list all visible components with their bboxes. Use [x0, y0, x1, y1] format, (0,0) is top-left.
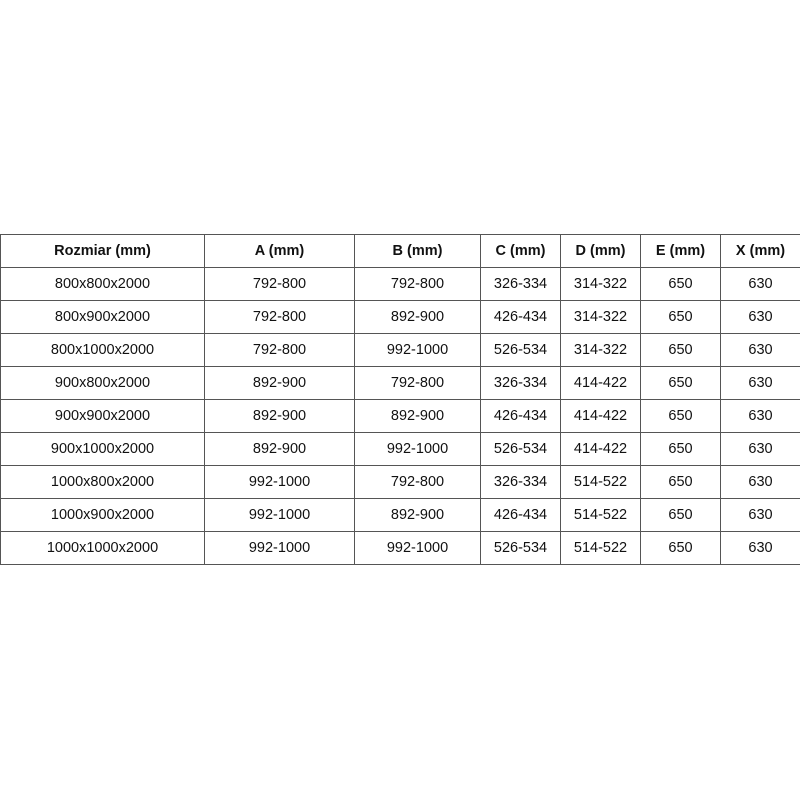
table-cell: 650 [640, 531, 721, 565]
table-row: 800x1000x2000 792-800 992-1000 526-534 314-3… [0, 333, 800, 367]
table-cell: 792-800 [354, 366, 481, 400]
table-cell: 526-534 [480, 333, 561, 367]
table-cell: 792-800 [204, 333, 355, 367]
table-cell: 1000x1000x2000 [0, 531, 205, 565]
table-cell: 630 [720, 300, 800, 334]
table-row: 1000x1000x2000 992-1000 992-1000 526-534 514… [0, 531, 800, 565]
table-row: 1000x900x2000 992-1000 892-900 426-434 514-5… [0, 498, 800, 532]
table-cell: 630 [720, 366, 800, 400]
table-cell: 892-900 [354, 300, 481, 334]
dimensions-table: Rozmiar (mm) A (mm) B (mm) C (mm) D (mm) E (m… [0, 234, 800, 565]
table-cell: 650 [640, 465, 721, 499]
table-cell: 900x800x2000 [0, 366, 205, 400]
column-header: A (mm) [204, 234, 355, 268]
table-row: 800x900x2000 792-800 892-900 426-434 314-322… [0, 300, 800, 334]
table-cell: 630 [720, 333, 800, 367]
table-cell: 892-900 [204, 432, 355, 466]
column-header: B (mm) [354, 234, 481, 268]
table-cell: 792-800 [204, 267, 355, 301]
table-cell: 650 [640, 498, 721, 532]
table-cell: 630 [720, 432, 800, 466]
table-cell: 426-434 [480, 300, 561, 334]
table-cell: 630 [720, 531, 800, 565]
table-cell: 650 [640, 399, 721, 433]
table-cell: 800x900x2000 [0, 300, 205, 334]
table-cell: 650 [640, 366, 721, 400]
table-cell: 650 [640, 432, 721, 466]
table-row: 900x900x2000 892-900 892-900 426-434 414-422… [0, 399, 800, 433]
table-cell: 514-522 [560, 465, 641, 499]
table-cell: 630 [720, 498, 800, 532]
table-cell: 650 [640, 300, 721, 334]
table-cell: 314-322 [560, 300, 641, 334]
table-cell: 326-334 [480, 465, 561, 499]
table-cell: 800x1000x2000 [0, 333, 205, 367]
table-cell: 314-322 [560, 333, 641, 367]
column-header: Rozmiar (mm) [0, 234, 205, 268]
table-cell: 992-1000 [354, 333, 481, 367]
table-row: 900x1000x2000 892-900 992-1000 526-534 414-4… [0, 432, 800, 466]
table-cell: 1000x900x2000 [0, 498, 205, 532]
table-header-row: Rozmiar (mm) A (mm) B (mm) C (mm) D (mm) E (m… [0, 234, 800, 268]
table-cell: 630 [720, 399, 800, 433]
table-cell: 1000x800x2000 [0, 465, 205, 499]
table-cell: 414-422 [560, 366, 641, 400]
column-header: X (mm) [720, 234, 800, 268]
table-cell: 892-900 [354, 399, 481, 433]
table-cell: 630 [720, 465, 800, 499]
table-cell: 514-522 [560, 531, 641, 565]
table-cell: 650 [640, 267, 721, 301]
table-cell: 326-334 [480, 267, 561, 301]
table-cell: 314-322 [560, 267, 641, 301]
table-row: 800x800x2000 792-800 792-800 326-334 314-322… [0, 267, 800, 301]
column-header: E (mm) [640, 234, 721, 268]
table-cell: 892-900 [354, 498, 481, 532]
table-cell: 650 [640, 333, 721, 367]
table-cell: 526-534 [480, 531, 561, 565]
table-cell: 414-422 [560, 399, 641, 433]
table-row: 1000x800x2000 992-1000 792-800 326-334 514-5… [0, 465, 800, 499]
table-cell: 992-1000 [204, 531, 355, 565]
table-cell: 992-1000 [204, 465, 355, 499]
table-cell: 800x800x2000 [0, 267, 205, 301]
table-cell: 426-434 [480, 498, 561, 532]
table-cell: 426-434 [480, 399, 561, 433]
table-cell: 792-800 [204, 300, 355, 334]
table-cell: 900x900x2000 [0, 399, 205, 433]
table-cell: 526-534 [480, 432, 561, 466]
table-cell: 900x1000x2000 [0, 432, 205, 466]
table-cell: 992-1000 [354, 432, 481, 466]
column-header: D (mm) [560, 234, 641, 268]
table-cell: 792-800 [354, 465, 481, 499]
table-cell: 514-522 [560, 498, 641, 532]
table-cell: 792-800 [354, 267, 481, 301]
table-cell: 892-900 [204, 399, 355, 433]
table-cell: 992-1000 [354, 531, 481, 565]
table-row: 900x800x2000 892-900 792-800 326-334 414-422… [0, 366, 800, 400]
table-cell: 326-334 [480, 366, 561, 400]
table-cell: 414-422 [560, 432, 641, 466]
column-header: C (mm) [480, 234, 561, 268]
table-cell: 892-900 [204, 366, 355, 400]
table-cell: 992-1000 [204, 498, 355, 532]
table-cell: 630 [720, 267, 800, 301]
